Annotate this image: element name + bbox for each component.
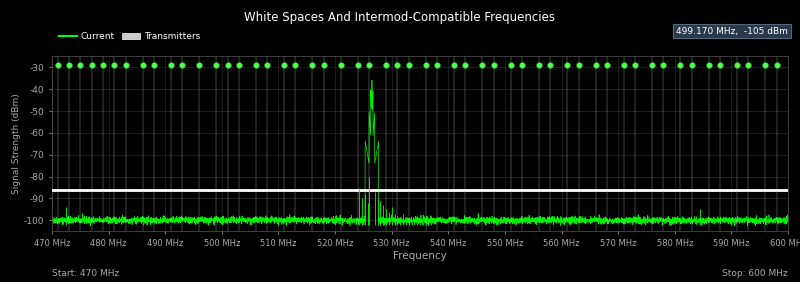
Y-axis label: Signal Strength (dBm): Signal Strength (dBm) [12,93,21,194]
Text: Start: 470 MHz: Start: 470 MHz [52,269,119,278]
Text: 499.170 MHz,  -105 dBm: 499.170 MHz, -105 dBm [676,27,788,36]
Text: Stop: 600 MHz: Stop: 600 MHz [722,269,788,278]
Text: White Spaces And Intermod-Compatible Frequencies: White Spaces And Intermod-Compatible Fre… [245,11,555,24]
X-axis label: Frequency: Frequency [393,251,447,261]
Legend: Current, Transmitters: Current, Transmitters [57,29,203,44]
